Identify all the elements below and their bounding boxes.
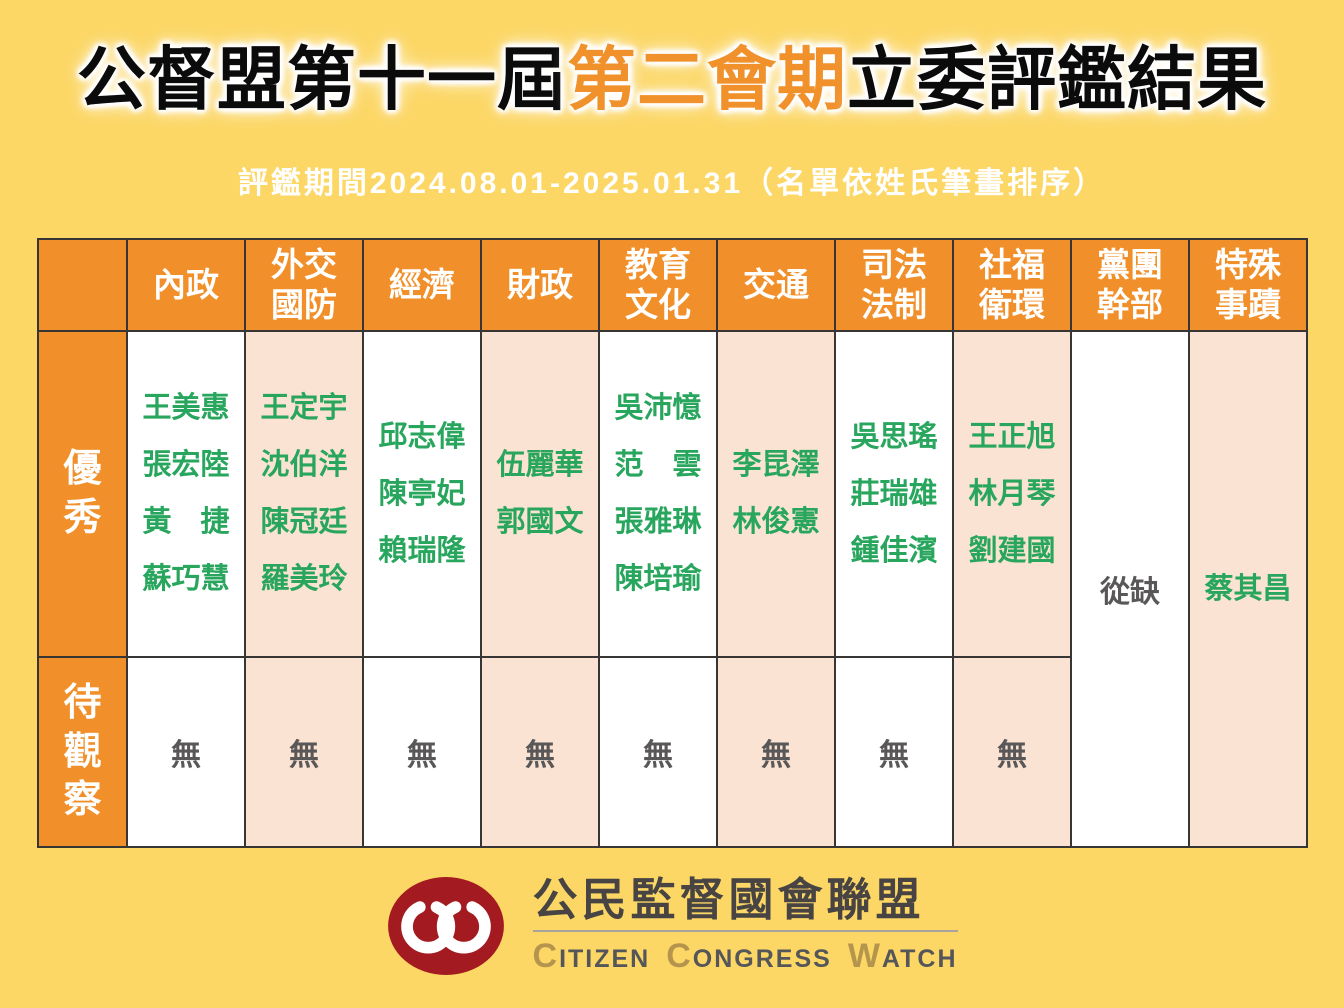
excellent-education-culture-names: 吳沛憶 范 雲 張雅琳 陳培瑜 bbox=[598, 330, 718, 658]
watch-interior-cell: 無 bbox=[126, 656, 246, 848]
page-title: 公督盟第十一屆第二會期立委評鑑結果 bbox=[0, 40, 1344, 119]
logo-divider bbox=[532, 929, 958, 932]
excellent-economics-names: 邱志偉 陳亭妃 賴瑞隆 bbox=[362, 330, 482, 658]
column-header-judiciary-legal: 司法 法制 bbox=[834, 238, 954, 332]
column-header-transportation: 交通 bbox=[716, 238, 836, 332]
org-en-word-watch: WATCH bbox=[847, 936, 958, 975]
evaluation-period-subtitle: 評鑑期間2024.08.01-2025.01.31（名單依姓氏筆畫排序） bbox=[237, 167, 1107, 200]
ccw-monogram-icon bbox=[387, 876, 504, 975]
watch-row: 待 觀 察 無 無 無 無 無 無 無 無 bbox=[37, 656, 1307, 848]
watch-judiciary-legal-cell: 無 bbox=[834, 656, 954, 848]
footer-logo: 公民監督國會聯盟 CITIZEN CONGRESS WATCH bbox=[0, 875, 1344, 976]
org-name-chinese: 公民監督國會聯盟 bbox=[532, 875, 925, 925]
org-en-word-citizen: CITIZEN bbox=[532, 936, 651, 975]
title-part-2-highlight: 第二會期 bbox=[567, 41, 847, 118]
row-header-watchlist: 待 觀 察 bbox=[37, 656, 128, 848]
org-name-english: CITIZEN CONGRESS WATCH bbox=[533, 937, 958, 976]
column-header-party-caucus: 黨團 幹部 bbox=[1070, 238, 1190, 332]
excellent-welfare-health-names: 王正旭 林月琴 劉建國 bbox=[952, 330, 1072, 658]
excellent-foreign-defense-names: 王定宇 沈伯洋 陳冠廷 羅美玲 bbox=[244, 330, 364, 658]
column-header-welfare-health: 社福 衛環 bbox=[952, 238, 1072, 332]
excellent-transportation-names: 李昆澤 林俊憲 bbox=[716, 330, 836, 658]
title-part-3: 立委評鑑結果 bbox=[847, 41, 1267, 118]
excellent-row: 優 秀 王美惠 張宏陸 黃 捷 蘇巧慧 王定宇 沈伯洋 陳冠廷 羅美玲 邱志偉 … bbox=[37, 330, 1308, 848]
watch-education-culture-cell: 無 bbox=[598, 656, 718, 848]
column-header-education-culture: 教育 文化 bbox=[598, 238, 718, 332]
title-part-1: 公督盟第十一屆 bbox=[77, 41, 567, 118]
party-caucus-vacant-cell: 從缺 bbox=[1070, 330, 1190, 848]
org-en-word-congress: CONGRESS bbox=[666, 936, 832, 975]
header-row: 內政 外交 國防 經濟 財政 教育 文化 交通 司法 法制 社福 衛環 黨團 幹… bbox=[37, 238, 1308, 332]
watch-finance-cell: 無 bbox=[480, 656, 600, 848]
watch-welfare-health-cell: 無 bbox=[952, 656, 1072, 848]
corner-cell bbox=[37, 238, 128, 332]
watch-economics-cell: 無 bbox=[362, 656, 482, 848]
column-header-interior: 內政 bbox=[126, 238, 246, 332]
column-header-foreign-defense: 外交 國防 bbox=[244, 238, 364, 332]
special-merit-name-cell: 蔡其昌 bbox=[1188, 330, 1308, 848]
column-header-finance: 財政 bbox=[480, 238, 600, 332]
excellent-judiciary-legal-names: 吳思瑤 莊瑞雄 鍾佳濱 bbox=[834, 330, 954, 658]
watch-foreign-defense-cell: 無 bbox=[244, 656, 364, 848]
evaluation-results-table: 內政 外交 國防 經濟 財政 教育 文化 交通 司法 法制 社福 衛環 黨團 幹… bbox=[37, 238, 1308, 848]
excellent-finance-names: 伍麗華 郭國文 bbox=[480, 330, 600, 658]
watch-transportation-cell: 無 bbox=[716, 656, 836, 848]
row-header-excellent: 優 秀 bbox=[37, 330, 128, 658]
logo-text-block: 公民監督國會聯盟 CITIZEN CONGRESS WATCH bbox=[532, 875, 958, 976]
excellent-interior-names: 王美惠 張宏陸 黃 捷 蘇巧慧 bbox=[126, 330, 246, 658]
column-header-economics: 經濟 bbox=[362, 238, 482, 332]
column-header-special-merit: 特殊 事蹟 bbox=[1188, 238, 1308, 332]
